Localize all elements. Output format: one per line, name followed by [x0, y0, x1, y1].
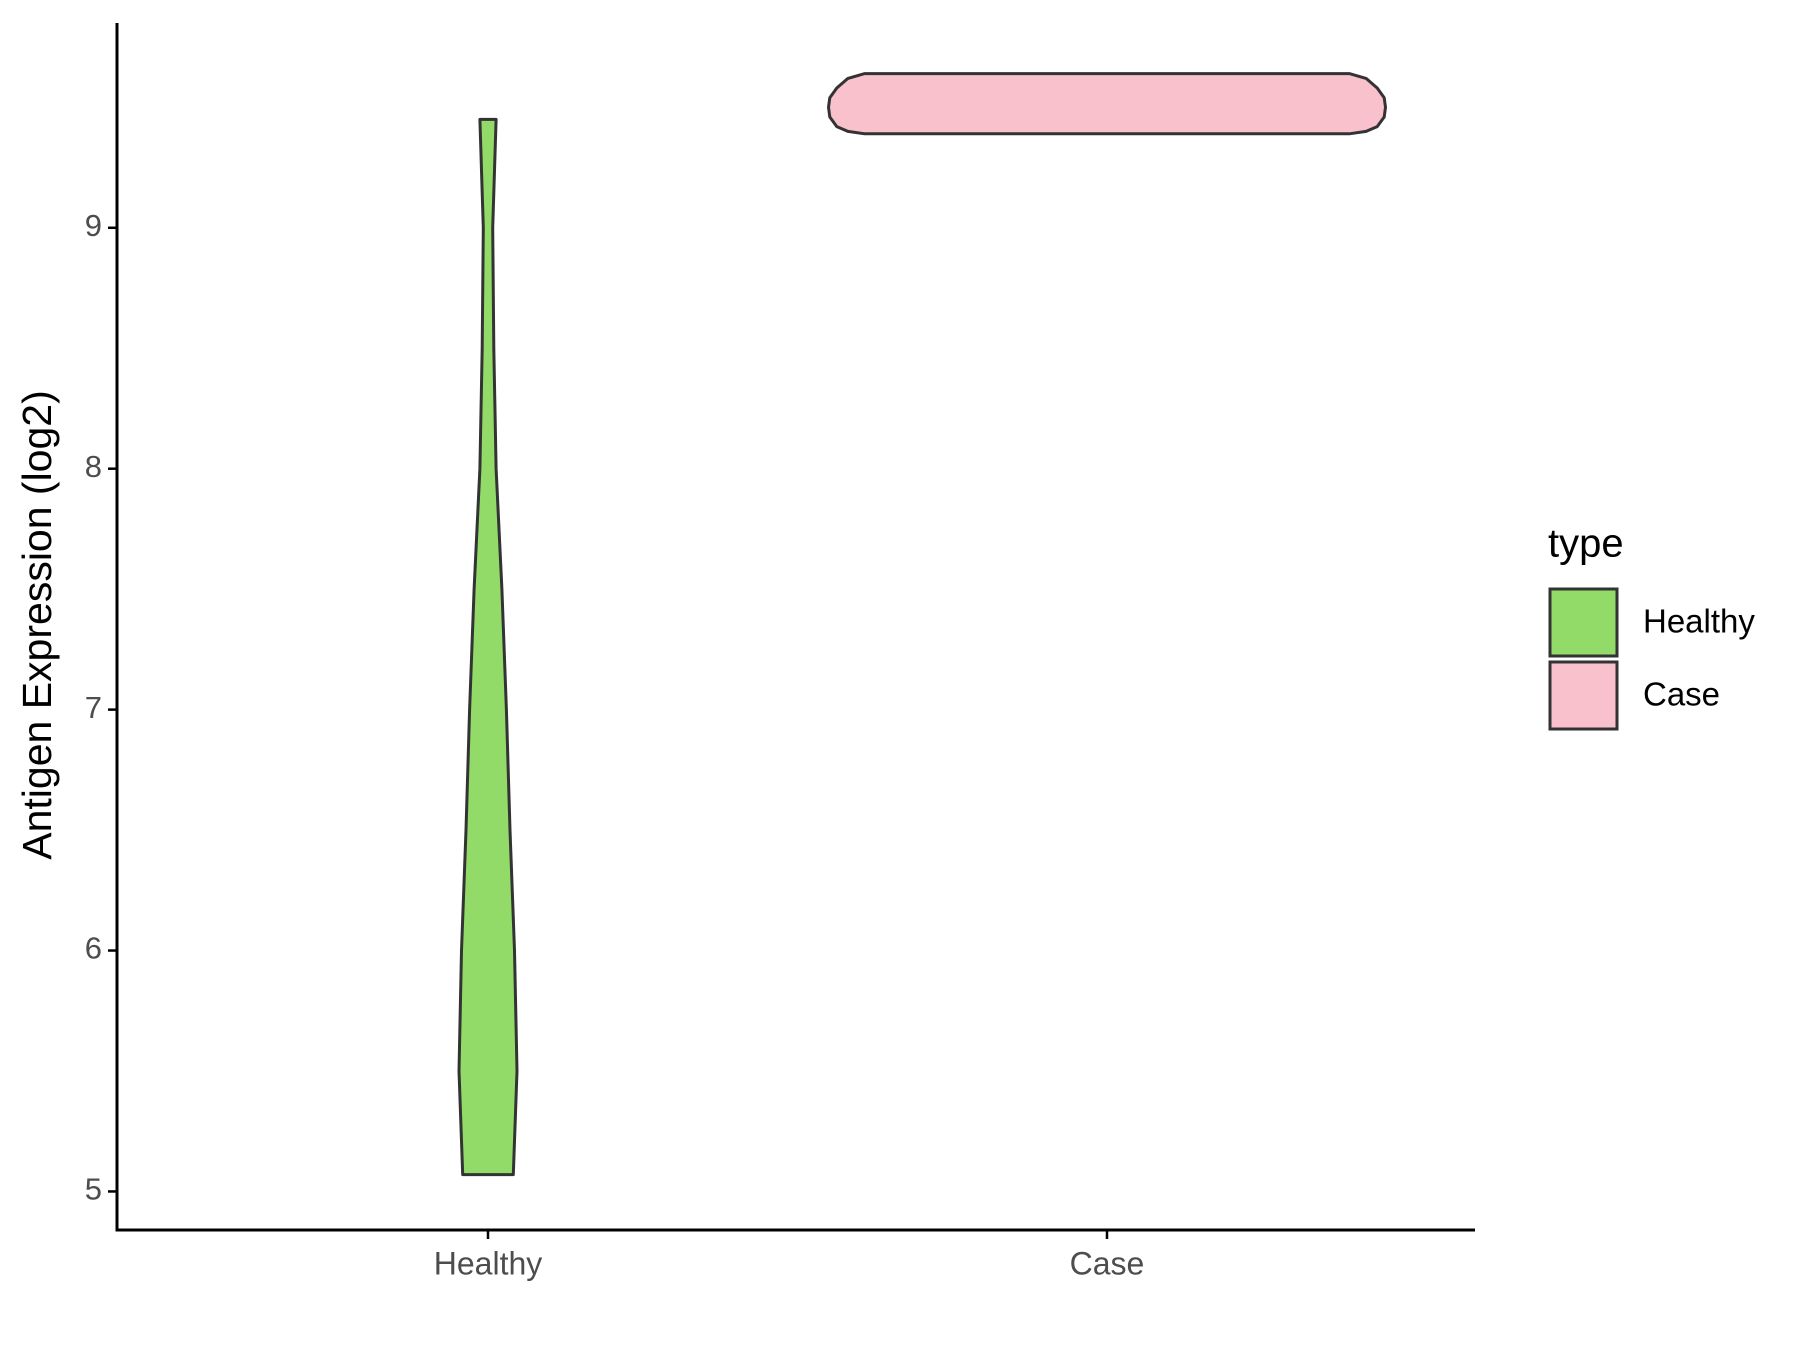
- y-tick-label: 6: [85, 931, 102, 966]
- y-tick-label: 9: [85, 208, 102, 243]
- legend-key: [1548, 587, 1619, 658]
- x-tick-label: Healthy: [434, 1245, 543, 1281]
- y-axis-title: Antigen Expression (log2): [14, 390, 60, 859]
- y-tick-label: 8: [85, 449, 102, 484]
- y-tick-label: 5: [85, 1172, 102, 1207]
- violin: [827, 72, 1387, 136]
- legend-label: Case: [1643, 676, 1720, 713]
- violin: [457, 117, 519, 1177]
- x-tick-label: Case: [1070, 1245, 1145, 1281]
- legend-title: type: [1548, 522, 1624, 566]
- y-tick-label: 7: [85, 690, 102, 725]
- legend-key: [1548, 660, 1619, 731]
- legend-label: Healthy: [1643, 603, 1755, 640]
